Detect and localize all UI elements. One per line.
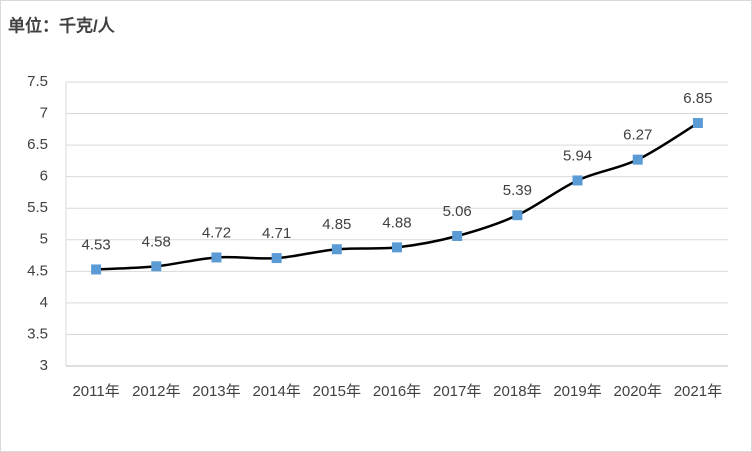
x-tick-label: 2016年 bbox=[373, 383, 421, 400]
x-tick-label: 2011年 bbox=[72, 383, 119, 400]
x-tick-label: 2015年 bbox=[313, 383, 361, 400]
data-label: 4.72 bbox=[202, 224, 231, 241]
y-tick-label: 6 bbox=[40, 168, 48, 185]
data-label: 5.06 bbox=[443, 203, 472, 220]
data-label: 4.53 bbox=[81, 236, 110, 253]
data-label: 4.71 bbox=[262, 225, 291, 242]
y-tick-label: 4 bbox=[40, 294, 48, 311]
data-point bbox=[151, 261, 162, 272]
data-label: 6.85 bbox=[683, 90, 712, 107]
data-point bbox=[452, 230, 463, 241]
chart-title: 单位：千克/人 bbox=[8, 15, 116, 35]
y-tick-label: 3 bbox=[40, 357, 48, 374]
x-tick-label: 2014年 bbox=[252, 383, 300, 400]
data-point bbox=[512, 210, 523, 221]
data-point bbox=[91, 264, 102, 275]
data-label: 5.94 bbox=[563, 147, 592, 164]
y-tick-label: 5.5 bbox=[27, 199, 48, 216]
x-tick-label: 2019年 bbox=[553, 383, 601, 400]
data-point bbox=[632, 154, 643, 165]
data-label: 4.88 bbox=[382, 214, 411, 231]
y-tick-label: 3.5 bbox=[27, 325, 48, 342]
x-tick-label: 2013年 bbox=[192, 383, 240, 400]
x-tick-label: 2017年 bbox=[433, 383, 481, 400]
y-tick-label: 4.5 bbox=[27, 262, 48, 279]
x-tick-label: 2018年 bbox=[493, 383, 541, 400]
data-label: 5.39 bbox=[503, 182, 532, 199]
data-point bbox=[271, 253, 282, 264]
data-label: 6.27 bbox=[623, 127, 652, 144]
data-point bbox=[331, 244, 342, 255]
x-tick-label: 2021年 bbox=[674, 383, 722, 400]
x-tick-label: 2020年 bbox=[614, 383, 662, 400]
data-point bbox=[692, 118, 703, 129]
data-point bbox=[572, 175, 583, 186]
data-label: 4.85 bbox=[322, 216, 351, 233]
data-label: 4.58 bbox=[142, 233, 171, 250]
y-tick-label: 7.5 bbox=[27, 73, 48, 90]
data-point bbox=[211, 252, 222, 263]
y-tick-label: 6.5 bbox=[27, 136, 48, 153]
y-tick-label: 7 bbox=[40, 105, 48, 122]
y-tick-label: 5 bbox=[40, 231, 48, 248]
x-tick-label: 2012年 bbox=[132, 383, 180, 400]
data-point bbox=[392, 242, 402, 253]
